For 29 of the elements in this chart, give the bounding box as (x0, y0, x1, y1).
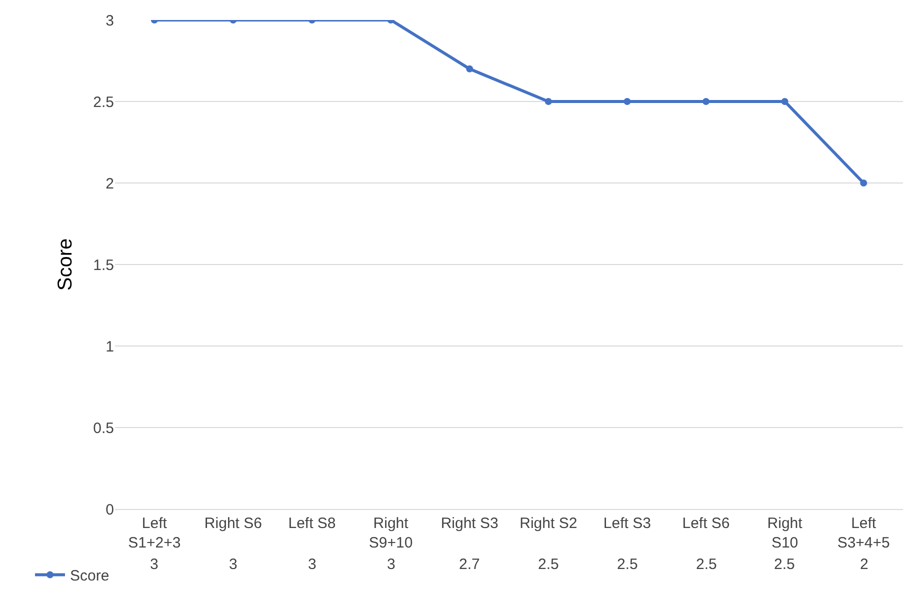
data-label: 2.5 (538, 556, 559, 573)
y-tick-label: 2.5 (93, 94, 114, 111)
y-tick-label: 0.5 (93, 420, 114, 437)
x-tick-label: Right S10 (767, 515, 804, 552)
y-tick-label: 0 (106, 501, 114, 518)
data-label: 2.5 (696, 556, 717, 573)
data-label: 3 (308, 556, 316, 573)
y-tick-label: 2 (106, 175, 114, 192)
x-tick-label: Left S3+4+5 (837, 515, 890, 552)
data-label: 3 (387, 556, 396, 573)
data-label: 3 (150, 556, 158, 573)
y-axis-title: Score (54, 238, 77, 291)
y-tick-label: 1 (106, 338, 114, 356)
x-tick-label: Left S8 (288, 515, 336, 532)
x-tick-label: Right S3 (440, 515, 498, 532)
x-tick-label: Right S2 (520, 515, 578, 532)
data-label: 3 (229, 556, 238, 573)
data-label: 2.7 (459, 556, 480, 573)
x-tick-label: Left S1+2+3 (128, 515, 181, 552)
data-label: 2 (860, 556, 868, 573)
legend-label: Score (70, 568, 110, 585)
y-tick-label: 3 (106, 12, 114, 30)
x-tick-label: Right S9+10 (368, 515, 413, 552)
data-label: 2.5 (774, 556, 795, 573)
x-tick-label: Left S3 (603, 515, 651, 532)
y-tick-label: 1.5 (93, 256, 114, 274)
data-label: 2.5 (617, 556, 638, 573)
x-tick-label: Right S6 (204, 515, 262, 532)
x-tick-label: Left S6 (682, 515, 730, 532)
